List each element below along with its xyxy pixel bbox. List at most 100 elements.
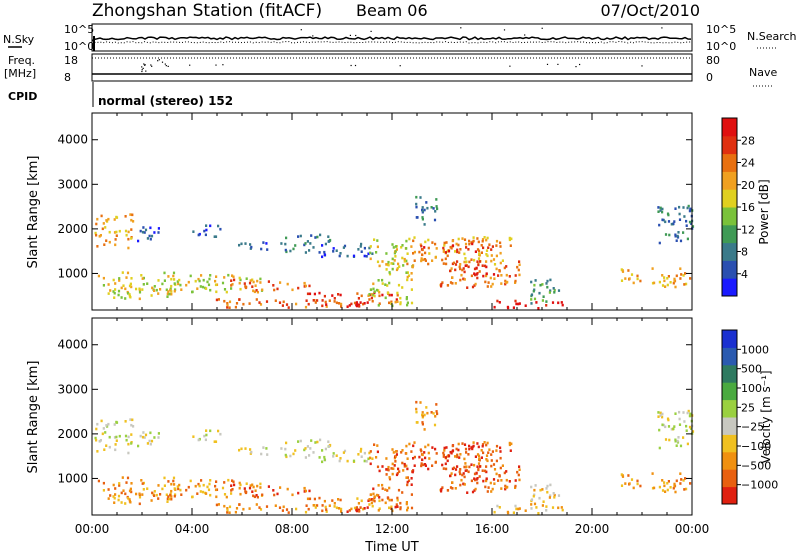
noise-frame	[91, 23, 693, 52]
scatter-cell	[473, 267, 477, 271]
scatter-cell	[155, 493, 158, 497]
noise-series	[91, 27, 692, 51]
scatter-cell	[505, 470, 508, 473]
scatter-cell	[324, 300, 327, 304]
scatter-cell	[691, 430, 695, 433]
scatter-cell	[386, 489, 389, 492]
nsearch-label: N.Search	[747, 30, 797, 43]
scatter-cell	[677, 231, 680, 234]
scatter-cell	[388, 281, 391, 285]
scatter-cell	[509, 244, 512, 247]
scatter-cell	[137, 444, 140, 448]
scatter-cell	[686, 442, 689, 446]
scatter-cell	[159, 288, 162, 291]
scatter-cell	[388, 477, 392, 481]
scatter-cell	[480, 244, 483, 247]
scatter-cell	[673, 482, 676, 486]
scatter-cell	[682, 231, 685, 234]
scatter-cell	[377, 279, 380, 282]
scatter-cell	[668, 233, 671, 237]
scatter-cell	[356, 497, 359, 500]
scatter-cell	[460, 273, 463, 277]
scatter-cell	[436, 412, 439, 416]
scatter-cell	[620, 268, 623, 271]
scatter-cell	[658, 428, 661, 432]
scatter-cell	[657, 206, 660, 209]
scatter-cell	[376, 465, 380, 469]
scatter-cell	[399, 506, 402, 509]
scatter-cell	[406, 303, 409, 307]
scatter-cell	[548, 496, 551, 499]
scatter-cell	[669, 281, 672, 284]
scatter-cell	[662, 423, 665, 427]
scatter-cell	[476, 237, 479, 240]
scatter-cell	[281, 509, 284, 512]
scatter-cell	[533, 502, 537, 506]
scatter-cell	[499, 446, 502, 450]
scatter-cell	[457, 237, 460, 241]
y-tick-label: 1000	[57, 266, 88, 280]
scatter-cell	[464, 469, 467, 472]
scatter-cell	[505, 281, 508, 284]
scatter-cell	[245, 285, 248, 289]
scatter-cell	[489, 276, 492, 280]
scatter-cell	[501, 464, 504, 467]
scatter-cell	[462, 277, 465, 281]
scatter-cell	[463, 457, 466, 461]
scatter-cell	[423, 223, 426, 226]
scatter-cell	[477, 462, 481, 465]
scatter-cell	[252, 485, 255, 489]
scatter-cell	[399, 301, 402, 304]
scatter-cell	[498, 506, 501, 509]
scatter-cell	[276, 287, 279, 291]
scatter-cell	[360, 250, 363, 253]
scatter-cell	[125, 233, 128, 237]
scatter-cell	[621, 270, 625, 273]
scatter-cell	[421, 216, 424, 219]
y-tick-label: 3000	[57, 177, 88, 191]
scatter-cell	[223, 288, 227, 291]
colorbar-tick-label: 1000	[741, 343, 769, 356]
scatter-cell	[553, 288, 556, 292]
scatter-cell	[662, 218, 665, 222]
scatter-cell	[451, 487, 454, 490]
scatter-cell	[95, 222, 98, 226]
scatter-cell	[475, 273, 478, 276]
scatter-cell	[130, 218, 133, 222]
scatter-cell	[240, 447, 243, 451]
scatter-cell	[228, 300, 232, 304]
nave-point	[189, 64, 191, 66]
scatter-cell	[661, 415, 664, 419]
scatter-cell	[173, 289, 176, 293]
scatter-cell	[481, 238, 485, 241]
scatter-cell	[303, 486, 306, 490]
scatter-cell	[467, 470, 470, 474]
scatter-cell	[239, 278, 242, 282]
scatter-cell	[661, 489, 665, 492]
scatter-cell	[504, 279, 507, 283]
scatter-cell	[138, 287, 141, 291]
scatter-cell	[397, 262, 400, 266]
scatter-cell	[514, 486, 517, 489]
scatter-cell	[690, 427, 693, 430]
scatter-cell	[399, 296, 402, 300]
scatter-cell	[537, 307, 540, 310]
scatter-cell	[508, 238, 511, 242]
scatter-cell	[505, 486, 508, 489]
scatter-cell	[471, 285, 475, 289]
scatter-cell	[338, 302, 341, 305]
scatter-cell	[500, 282, 503, 285]
scatter-cell	[371, 504, 374, 508]
scatter-cell	[304, 489, 307, 493]
scatter-cell	[285, 455, 288, 459]
scatter-cell	[96, 422, 99, 426]
scatter-cell	[196, 287, 199, 290]
scatter-cell	[546, 484, 549, 488]
scatter-cell	[316, 440, 319, 444]
scatter-cell	[357, 502, 360, 505]
scatter-cell	[108, 230, 111, 234]
colorbar-tick-label: 4	[741, 268, 748, 281]
scatter-cell	[135, 287, 138, 291]
date-label: 07/Oct/2010	[600, 1, 700, 20]
scatter-cell	[285, 250, 288, 254]
